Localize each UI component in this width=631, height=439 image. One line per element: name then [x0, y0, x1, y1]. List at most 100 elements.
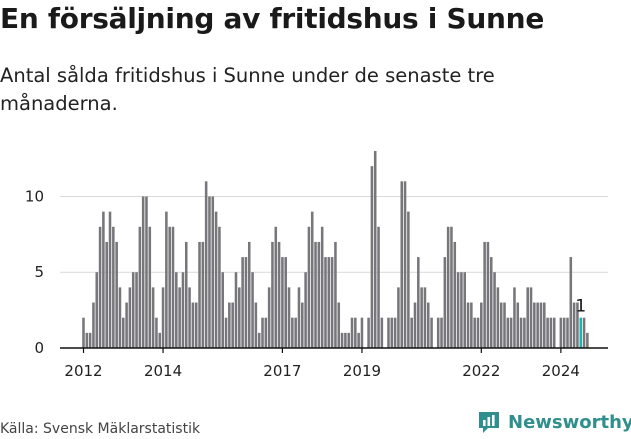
bar [251, 272, 254, 348]
bar [238, 287, 241, 348]
brand-logo: Newsworthy [476, 408, 631, 436]
bar [327, 257, 331, 348]
x-tick-label: 2019 [343, 362, 381, 380]
bar [320, 226, 324, 348]
bar [476, 317, 480, 348]
bar [407, 211, 410, 348]
bar [552, 317, 556, 348]
bar [509, 317, 513, 348]
highlight-bar [579, 317, 583, 348]
bar [566, 317, 569, 348]
bar [122, 317, 125, 348]
bar [188, 287, 191, 348]
annotations: 1 [575, 297, 586, 317]
value-annotation: 1 [575, 297, 586, 317]
bar [194, 302, 198, 348]
bar [536, 302, 539, 348]
bar [221, 272, 224, 348]
bar [470, 302, 473, 348]
bar [105, 241, 108, 348]
bar [572, 302, 576, 348]
bar [417, 257, 420, 348]
y-tick-label: 0 [34, 339, 44, 357]
bar [463, 272, 466, 348]
bar [569, 257, 573, 348]
chart-title: En försäljning av fritidshus i Sunne [0, 2, 545, 35]
bar [224, 317, 228, 348]
bar [178, 287, 181, 348]
x-tick-label: 2014 [144, 362, 182, 380]
bar [586, 332, 589, 348]
bar [539, 302, 543, 348]
bar [234, 272, 238, 348]
x-tick-label: 2024 [542, 362, 580, 380]
bar [344, 332, 347, 348]
bar [310, 211, 314, 348]
bar [108, 211, 112, 348]
x-axis: 2012 2014 2017 2019 2022 2024 [60, 347, 608, 380]
bar [145, 196, 148, 348]
bar [301, 302, 304, 348]
bar [420, 287, 423, 348]
bar [576, 302, 579, 348]
bar [529, 287, 533, 348]
bar [413, 302, 417, 348]
bar [443, 257, 447, 348]
bar [503, 302, 506, 348]
bar [403, 181, 407, 348]
bar [214, 211, 218, 348]
bar [460, 272, 463, 348]
bar [486, 241, 490, 348]
bar [423, 287, 427, 348]
bar [347, 332, 350, 348]
bar [274, 226, 278, 348]
bar [181, 272, 185, 348]
grid-lines [60, 195, 608, 273]
bar [330, 257, 334, 348]
bar [171, 226, 175, 348]
bar [387, 317, 390, 348]
bar [400, 181, 404, 348]
bar [519, 317, 523, 348]
bar [314, 241, 317, 348]
bar [533, 302, 536, 348]
bar [241, 257, 244, 348]
bar [184, 241, 188, 348]
bar [168, 226, 171, 348]
bar [247, 241, 251, 348]
y-tick-label: 10 [25, 187, 44, 205]
bar [198, 241, 201, 348]
bar [277, 241, 281, 348]
bar [264, 317, 268, 348]
bar [516, 302, 520, 348]
bar [175, 272, 178, 348]
x-tick-label: 2017 [263, 362, 301, 380]
x-tick-label: 2012 [64, 362, 102, 380]
bar [151, 287, 155, 348]
bar [380, 317, 384, 348]
bar [456, 272, 460, 348]
brand-name: Newsworthy [508, 411, 631, 433]
bar [125, 302, 128, 348]
bar [138, 226, 142, 348]
bar [284, 257, 287, 348]
bar [360, 317, 364, 348]
bar [158, 332, 162, 348]
bar [95, 272, 99, 348]
bar [377, 226, 380, 348]
bar [357, 332, 360, 348]
bar [337, 302, 341, 348]
bar [228, 302, 231, 348]
bar [98, 226, 102, 348]
bar [231, 302, 234, 348]
bar [244, 257, 248, 348]
bar [161, 287, 165, 348]
bar [373, 151, 377, 348]
bar [499, 302, 503, 348]
bar [426, 302, 430, 348]
bar [208, 196, 211, 348]
bar [496, 287, 500, 348]
bar [287, 287, 291, 348]
bar [480, 302, 483, 348]
bar [294, 317, 297, 348]
